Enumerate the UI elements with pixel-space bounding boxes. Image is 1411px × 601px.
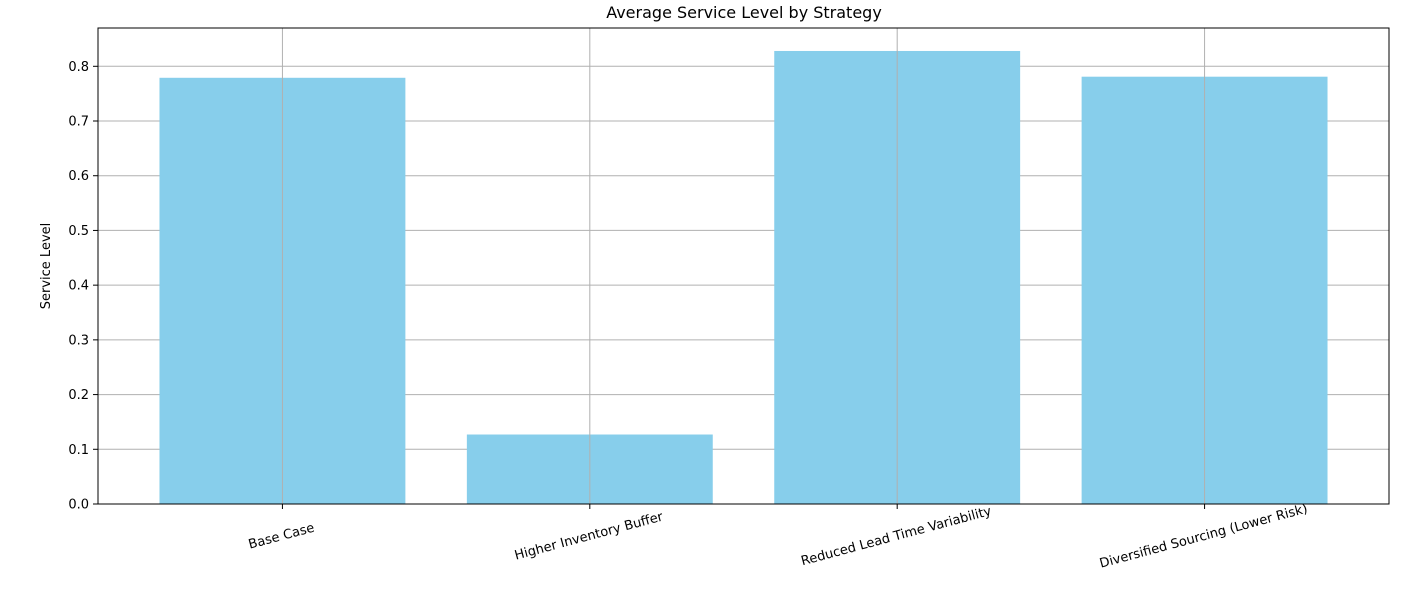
y-tick-label: 0.6 xyxy=(68,169,89,184)
y-tick-label: 0.2 xyxy=(68,388,89,403)
y-axis-label: Service Level xyxy=(39,223,54,310)
x-grid-lines xyxy=(281,28,1206,504)
plot-frame xyxy=(97,27,1390,505)
chart-title: Average Service Level by Strategy xyxy=(606,3,882,22)
bars xyxy=(159,50,1328,505)
x-tick-label: Base Case xyxy=(247,521,316,553)
y-tick-label: 0.4 xyxy=(68,279,89,294)
y-tick-label: 0.5 xyxy=(68,224,89,239)
x-axis: Base Case Higher Inventory Buffer Reduced … xyxy=(247,502,1309,572)
y-axis: 0.0 0.1 0.2 0.3 0.4 0.5 0.6 0.7 0.8 xyxy=(68,60,98,513)
y-tick-label: 0.7 xyxy=(68,115,89,130)
y-tick-label: 0.0 xyxy=(68,498,89,513)
x-tick-label: Reduced Lead Time Variability xyxy=(799,504,993,569)
x-tick-label: Higher Inventory Buffer xyxy=(513,509,665,563)
y-tick-label: 0.8 xyxy=(68,60,89,75)
y-tick-label: 0.3 xyxy=(68,333,89,348)
x-tick-label: Diversified Sourcing (Lower Risk) xyxy=(1098,502,1309,572)
y-tick-label: 0.1 xyxy=(68,443,89,458)
